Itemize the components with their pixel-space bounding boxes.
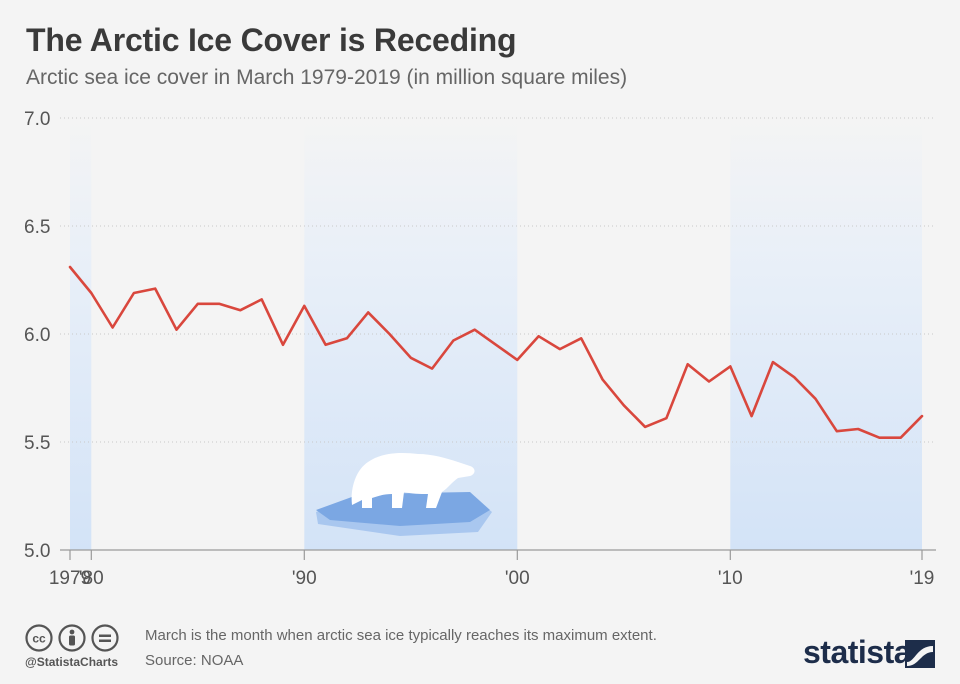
- person-icon: [58, 624, 86, 652]
- y-tick-label: 6.0: [24, 325, 50, 346]
- y-tick-label: 5.5: [24, 433, 50, 454]
- x-tick-label: '90: [292, 568, 317, 589]
- equals-icon: [91, 624, 119, 652]
- x-tick-label: '10: [718, 568, 743, 589]
- statista-logo-icon[interactable]: [905, 640, 935, 668]
- cc-icon: cc: [25, 624, 53, 652]
- x-tick-label: '00: [505, 568, 530, 589]
- license-icons: cc: [24, 623, 134, 658]
- brand-wordmark[interactable]: statista: [803, 634, 912, 670]
- chart-subtitle: Arctic sea ice cover in March 1979-2019 …: [26, 66, 628, 89]
- decade-band: [730, 118, 922, 550]
- social-handle: @StatistaCharts: [25, 655, 119, 669]
- y-tick-label: 5.0: [24, 541, 50, 562]
- svg-text:cc: cc: [32, 632, 46, 646]
- x-tick-label: '19: [910, 568, 935, 589]
- footer-note: March is the month when arctic sea ice t…: [145, 627, 657, 644]
- x-tick-label: 1979: [49, 568, 91, 589]
- line-chart: 5.0 5.5 6.0 6.5 7.0 1979'80 '90 '00 '10 '19: [24, 109, 936, 589]
- x-tick-label: '80: [79, 568, 104, 589]
- y-tick-label: 6.5: [24, 217, 50, 238]
- polar-bear-illustration: [316, 452, 492, 536]
- y-tick-label: 7.0: [24, 109, 50, 130]
- chart-title: The Arctic Ice Cover is Receding: [26, 22, 517, 58]
- footer-source: Source: NOAA: [145, 652, 244, 669]
- polar-bear-icon: [351, 452, 475, 508]
